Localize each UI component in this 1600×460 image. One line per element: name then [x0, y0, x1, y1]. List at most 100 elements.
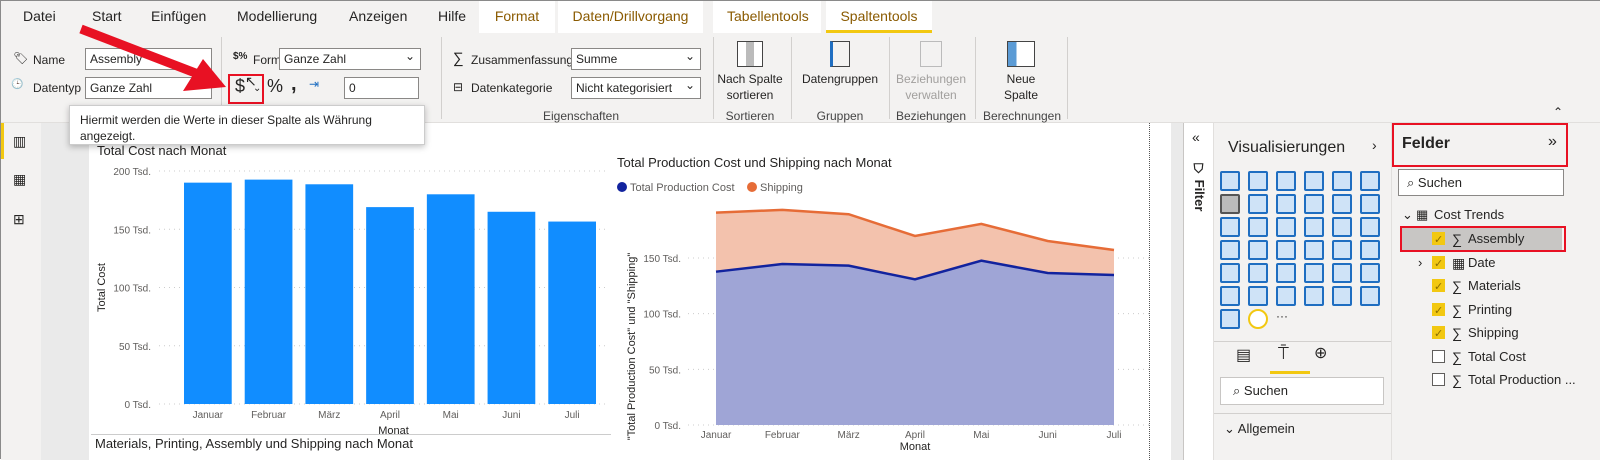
- visual-type-icon[interactable]: [1304, 240, 1324, 260]
- report-view-icon[interactable]: ▥: [13, 133, 27, 149]
- visual-type-icon[interactable]: [1276, 240, 1296, 260]
- visual-type-icon[interactable]: [1304, 286, 1324, 306]
- collapse-ribbon-icon[interactable]: ⌃: [1553, 105, 1564, 119]
- tab-format[interactable]: Format: [479, 1, 555, 33]
- visual-type-icon[interactable]: [1248, 263, 1268, 283]
- visual-type-icon[interactable]: [1332, 194, 1352, 214]
- y-tick-label: 0 Tsd.: [655, 421, 682, 432]
- tab-spaltentools[interactable]: Spaltentools: [826, 1, 932, 33]
- new-column-button[interactable]: Neue Spalte: [989, 41, 1053, 103]
- chevron-down-icon[interactable]: ⌄: [1402, 207, 1413, 222]
- viz-search-input[interactable]: ⌕ Suchen: [1220, 377, 1384, 405]
- summary-select[interactable]: Summe: [571, 46, 701, 70]
- visual-type-icon[interactable]: [1276, 286, 1296, 306]
- chevron-right-icon[interactable]: ›: [1372, 137, 1377, 153]
- fields-well-icon[interactable]: ▤: [1236, 347, 1252, 364]
- visual-type-icon[interactable]: [1220, 240, 1240, 260]
- visual-type-icon[interactable]: [1332, 171, 1352, 191]
- visual-type-icon[interactable]: [1332, 240, 1352, 260]
- more-visuals-icon[interactable]: ···: [1276, 309, 1288, 323]
- thousands-separator-button[interactable]: ,: [291, 73, 297, 95]
- bottom-visual-title[interactable]: Materials, Printing, Assembly und Shippi…: [91, 434, 611, 454]
- tab-start[interactable]: Start: [92, 8, 122, 24]
- datatype-select[interactable]: Ganze Zahl: [85, 75, 212, 99]
- visual-type-icon[interactable]: [1360, 263, 1380, 283]
- field-item[interactable]: ∑ Shipping: [1392, 322, 1592, 345]
- field-item[interactable]: › ▦Date: [1392, 252, 1592, 275]
- collapse-fields-icon[interactable]: »: [1548, 133, 1557, 150]
- tab-datei[interactable]: Datei: [23, 8, 56, 24]
- field-checkbox[interactable]: [1432, 300, 1445, 322]
- fields-search-input[interactable]: ⌕ Suchen: [1398, 169, 1564, 196]
- tab-hilfe[interactable]: Hilfe: [438, 8, 467, 24]
- section-allgemein[interactable]: ⌄ Allgemein: [1224, 421, 1295, 436]
- decimals-stepper[interactable]: 0: [344, 77, 419, 99]
- visual-type-icon[interactable]: [1276, 217, 1296, 237]
- visual-type-icon[interactable]: [1360, 194, 1380, 214]
- expand-icon[interactable]: «: [1192, 129, 1200, 145]
- shipping-area: [716, 209, 1114, 280]
- visual-type-icon[interactable]: [1248, 194, 1268, 214]
- sort-by-column-button[interactable]: Nach Spalte sortieren: [717, 41, 783, 103]
- chevron-down-icon[interactable]: ⌄: [253, 83, 262, 94]
- field-checkbox[interactable]: [1432, 373, 1445, 386]
- currency-button[interactable]: $: [235, 76, 246, 96]
- production-shipping-area-chart[interactable]: Total Production Cost und Shipping nach …: [611, 146, 1156, 451]
- visual-type-icon[interactable]: [1220, 263, 1240, 283]
- field-item[interactable]: ∑ Total Production ...: [1392, 369, 1592, 391]
- percent-button[interactable]: %: [267, 76, 284, 96]
- visual-type-icon[interactable]: [1360, 217, 1380, 237]
- visual-type-icon[interactable]: [1276, 263, 1296, 283]
- visual-type-icon[interactable]: [1304, 263, 1324, 283]
- field-checkbox[interactable]: [1432, 276, 1445, 298]
- visual-type-icon[interactable]: [1304, 194, 1324, 214]
- data-groups-button[interactable]: Datengruppen: [797, 41, 883, 87]
- visual-type-icon[interactable]: [1276, 194, 1296, 214]
- visual-type-icon[interactable]: [1248, 309, 1268, 329]
- field-checkbox[interactable]: [1432, 323, 1445, 345]
- filter-pane-collapsed[interactable]: « ⛉ Filter: [1183, 123, 1213, 460]
- sigma-icon: ∑: [453, 50, 464, 67]
- visual-type-icon[interactable]: [1332, 263, 1352, 283]
- visual-type-icon[interactable]: [1360, 286, 1380, 306]
- chevron-right-icon[interactable]: ›: [1418, 254, 1423, 270]
- visual-type-icon[interactable]: [1304, 217, 1324, 237]
- visual-type-icon[interactable]: [1220, 171, 1240, 191]
- visual-type-icon[interactable]: [1248, 171, 1268, 191]
- format-icon: $%: [233, 51, 248, 62]
- visual-type-icon[interactable]: [1360, 240, 1380, 260]
- visual-type-icon[interactable]: [1332, 217, 1352, 237]
- visual-type-icon[interactable]: [1220, 286, 1240, 306]
- tab-daten-drillvorgang[interactable]: Daten/Drillvorgang: [558, 1, 703, 33]
- model-view-icon[interactable]: ⊞: [13, 211, 25, 227]
- tab-einfuegen[interactable]: Einfügen: [151, 8, 207, 24]
- tab-anzeigen[interactable]: Anzeigen: [349, 8, 408, 24]
- field-item[interactable]: ∑ Total Cost: [1392, 346, 1592, 368]
- visual-type-icon[interactable]: [1248, 217, 1268, 237]
- analytics-icon[interactable]: ⊕: [1314, 345, 1328, 362]
- field-checkbox[interactable]: [1432, 349, 1445, 363]
- visual-type-icon[interactable]: [1220, 194, 1240, 214]
- category-select[interactable]: Nicht kategorisiert: [571, 75, 701, 99]
- visual-type-icon[interactable]: [1332, 286, 1352, 306]
- field-item[interactable]: ∑ Materials: [1392, 275, 1592, 298]
- visual-type-icon[interactable]: [1220, 217, 1240, 237]
- visual-type-icon[interactable]: [1248, 286, 1268, 306]
- visual-type-icon[interactable]: [1248, 240, 1268, 260]
- visual-type-icon[interactable]: [1304, 171, 1324, 191]
- field-item[interactable]: ∑ Printing: [1392, 299, 1592, 322]
- visual-type-icon[interactable]: [1360, 171, 1380, 191]
- field-checkbox[interactable]: [1432, 253, 1445, 275]
- format-select[interactable]: Ganze Zahl: [279, 46, 421, 70]
- data-view-icon[interactable]: ▦: [13, 171, 27, 187]
- tab-modellierung[interactable]: Modellierung: [237, 8, 318, 24]
- total-cost-bar-chart[interactable]: Total Cost nach Monat 0 Tsd. 50 Tsd. 100 Ts…: [81, 131, 611, 451]
- visual-type-icon[interactable]: [1220, 309, 1240, 329]
- field-checkbox[interactable]: [1432, 229, 1445, 251]
- visual-type-icon[interactable]: [1276, 171, 1296, 191]
- format-paintroller-icon[interactable]: ⍑: [1278, 343, 1289, 363]
- field-item[interactable]: ∑ Assembly: [1400, 228, 1562, 251]
- decimal-places-icon[interactable]: ⇥: [309, 77, 320, 91]
- tab-tabellentools[interactable]: Tabellentools: [713, 1, 821, 33]
- table-cost-trends[interactable]: ⌄ ▦ Cost Trends: [1392, 204, 1592, 226]
